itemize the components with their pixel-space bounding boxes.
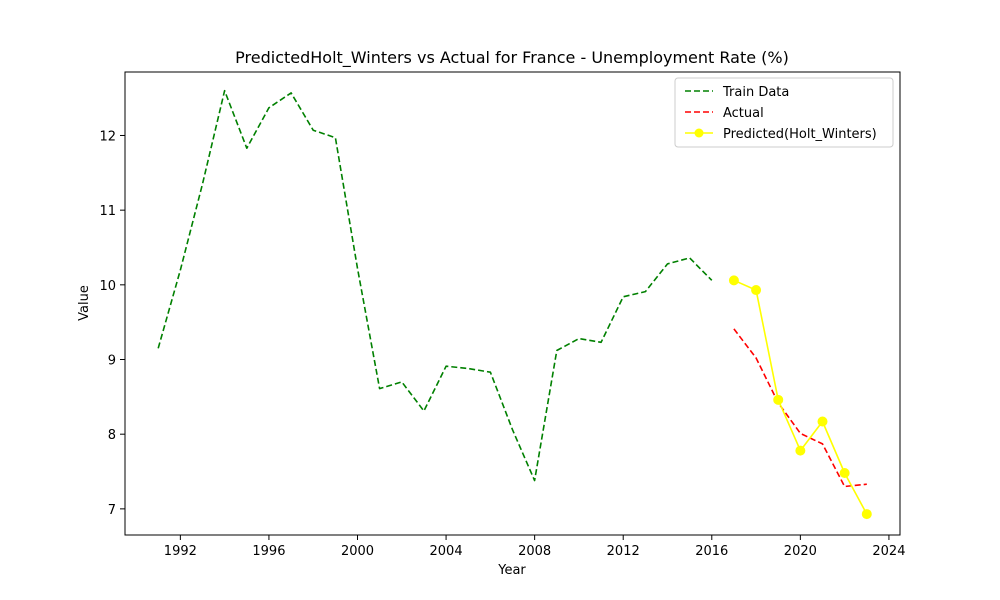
legend: Train Data Actual Predicted(Holt_Winters) — [674, 77, 894, 148]
y-tick-label: 12 — [99, 129, 116, 144]
x-tick-label: 2004 — [430, 544, 463, 559]
data-point — [795, 445, 806, 456]
y-tick-label: 10 — [99, 279, 116, 294]
plot-area — [125, 72, 900, 535]
y-tick-label: 9 — [108, 354, 116, 369]
y-tick-label: 11 — [99, 204, 116, 219]
x-tick-label: 2024 — [872, 544, 905, 559]
series-2 — [728, 275, 872, 520]
x-tick-label: 1992 — [164, 544, 197, 559]
series-line — [157, 89, 713, 482]
y-tick-label: 8 — [108, 428, 116, 443]
data-point — [773, 394, 784, 405]
data-point — [751, 285, 762, 296]
x-tick-label: 2020 — [784, 544, 817, 559]
x-tick-label: 2012 — [607, 544, 640, 559]
series-line — [733, 328, 867, 488]
x-tick-label: 2016 — [695, 544, 728, 559]
legend-label: Actual — [723, 106, 764, 121]
legend-label: Train Data — [722, 85, 789, 100]
legend-marker — [694, 128, 704, 138]
data-point — [728, 275, 739, 286]
data-point — [817, 416, 828, 427]
x-axis-title: Year — [497, 563, 526, 578]
chart-title: PredictedHolt_Winters vs Actual for Fran… — [235, 48, 789, 68]
y-tick-label: 7 — [108, 503, 116, 518]
legend-label: Predicted(Holt_Winters) — [723, 127, 877, 142]
data-point — [839, 468, 850, 479]
series-1 — [733, 328, 867, 488]
data-point — [861, 509, 872, 520]
x-tick-label: 2000 — [341, 544, 374, 559]
axes-layer: 1992 1996 2000 2004 2008 2012 2016 2020 2024 7 8 9 1… — [99, 129, 905, 559]
series-layer — [157, 89, 872, 520]
plot-frame — [124, 71, 901, 536]
x-tick-label: 2008 — [518, 544, 551, 559]
y-axis-title: Value — [77, 285, 92, 321]
x-tick-label: 1996 — [252, 544, 285, 559]
legend-box — [674, 77, 894, 148]
series-0 — [157, 89, 713, 482]
